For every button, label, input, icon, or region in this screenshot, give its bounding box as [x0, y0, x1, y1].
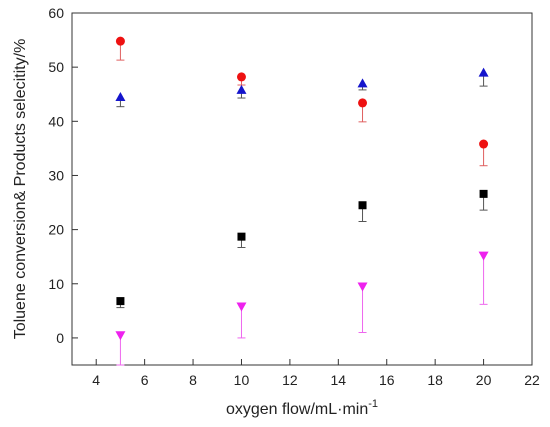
x-tick-label: 18 [427, 372, 443, 388]
data-point-triangle-down [357, 282, 368, 292]
error-bars [116, 41, 488, 366]
plot-frame [71, 12, 533, 366]
y-tick-label: 10 [48, 276, 64, 292]
y-tick-label: 50 [48, 59, 64, 75]
data-point-triangle-down [478, 251, 489, 261]
data-point-square [237, 232, 246, 241]
data-point-triangle-down [236, 302, 247, 312]
data-point-triangle-down [115, 331, 126, 341]
y-tick-label: 0 [56, 330, 64, 346]
x-tick-label: 6 [141, 372, 149, 388]
axis-ticks: 4 6 8 10 12 14 16 18 20 22 0 10 20 30 40 50 60 [48, 5, 540, 388]
data-point-square [479, 189, 488, 198]
x-tick-label: 14 [331, 372, 347, 388]
data-point-circle [479, 139, 489, 149]
y-tick-label: 60 [48, 5, 64, 21]
x-axis-label-superscript: -1 [368, 398, 378, 410]
x-tick-label: 4 [92, 372, 100, 388]
x-tick-label: 16 [379, 372, 395, 388]
data-point-circle [115, 36, 125, 46]
x-tick-label: 8 [189, 372, 197, 388]
y-tick-label: 40 [48, 113, 64, 129]
y-axis-label: Toluene conversion& Products selecitity/… [12, 39, 29, 340]
data-point-square [116, 297, 125, 306]
data-point-triangle-up [478, 67, 489, 77]
x-tick-label: 20 [476, 372, 492, 388]
data-markers [115, 36, 489, 341]
data-point-circle [358, 98, 368, 108]
x-tick-label: 10 [234, 372, 250, 388]
y-tick-label: 30 [48, 167, 64, 183]
data-point-square [358, 201, 367, 210]
data-point-circle [236, 72, 246, 82]
x-axis-label: oxygen flow/mL·min-1 [226, 398, 378, 418]
x-tick-label: 22 [524, 372, 540, 388]
data-point-triangle-up [236, 84, 247, 94]
y-tick-label: 20 [48, 222, 64, 238]
data-point-triangle-up [115, 91, 126, 101]
data-point-triangle-up [357, 78, 368, 88]
x-tick-label: 12 [282, 372, 298, 388]
